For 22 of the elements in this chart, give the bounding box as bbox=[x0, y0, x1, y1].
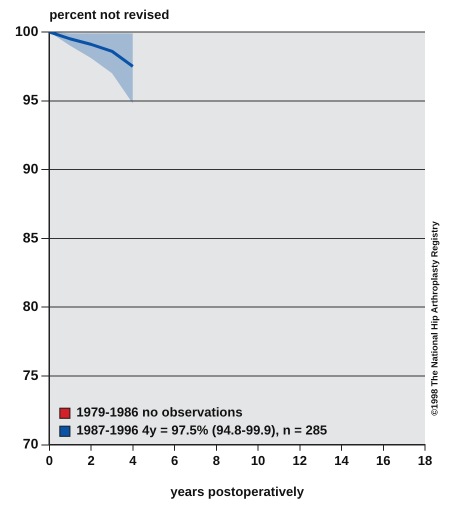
y-tick-label: 75 bbox=[22, 366, 39, 383]
x-tick-label: 6 bbox=[170, 453, 178, 468]
x-tick-label: 12 bbox=[292, 453, 308, 468]
y-tick-label: 95 bbox=[22, 92, 39, 108]
y-tick-label: 90 bbox=[22, 160, 39, 176]
x-tick-label: 8 bbox=[212, 453, 220, 468]
y-tick-label: 100 bbox=[15, 22, 39, 39]
x-tick-label: 14 bbox=[334, 453, 350, 468]
text: ©1998 The National Hip Arthroplasty Registry bbox=[429, 221, 440, 416]
x-tick-label: 10 bbox=[250, 453, 266, 468]
y-tick-label: 80 bbox=[22, 298, 39, 314]
x-tick-label: 4 bbox=[129, 453, 138, 468]
y-tick-label: 70 bbox=[22, 436, 39, 452]
x-tick-label: 18 bbox=[418, 453, 432, 468]
x-tick-label: 2 bbox=[87, 453, 95, 468]
legend-label: 1979-1986 no observations bbox=[76, 404, 243, 420]
y-tick-label: 85 bbox=[22, 229, 39, 246]
x-tick-label: 16 bbox=[376, 453, 390, 468]
x-tick-label: 0 bbox=[46, 453, 53, 468]
y-axis-title: percent not revised bbox=[49, 7, 170, 22]
legend-label: 1987-1996 4y = 97.5% (94.8-99.9), n = 285 bbox=[76, 422, 328, 438]
x-axis-title: years postoperatively bbox=[170, 484, 305, 499]
